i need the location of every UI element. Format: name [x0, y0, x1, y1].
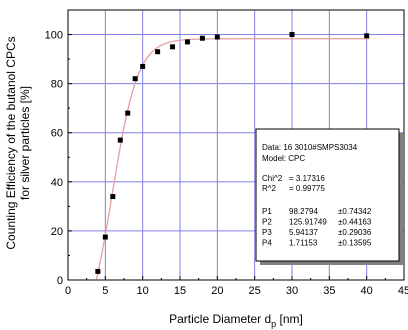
data-point [110, 194, 116, 200]
y-tick-label: 60 [51, 128, 63, 140]
info-model-line: Model: CPC [262, 154, 305, 163]
param-error: ±0.29036 [338, 228, 372, 237]
data-point [132, 76, 138, 82]
info-chi-label: Chi^2 [262, 174, 283, 183]
param-value: 98.2794 [289, 207, 318, 216]
data-point [289, 32, 295, 38]
y-tick-label: 40 [51, 177, 63, 189]
param-value: 125.91749 [289, 218, 327, 227]
fit-info-box: Data: 16 3010#SMPS3034 Model: CPC Chi^2 … [255, 128, 403, 265]
param-error: ±0.13595 [338, 239, 372, 248]
data-point [199, 35, 205, 41]
x-tick-label: 25 [249, 285, 261, 297]
data-point [184, 39, 190, 45]
info-parameter-table: P1 98.2794 ±0.74342 P2 125.91749 ±0.44163 P3 5.… [262, 207, 372, 248]
x-axis-label: Particle Diameter dp [nm] [169, 312, 303, 329]
param-error: ±0.74342 [338, 207, 372, 216]
data-point [364, 33, 370, 39]
y-tick-label: 0 [57, 275, 63, 287]
info-chi-value: = 3.17316 [289, 174, 325, 183]
data-point [155, 49, 161, 55]
param-error: ±0.44163 [338, 218, 372, 227]
x-axis-label-main: Particle Diameter d [169, 312, 271, 326]
x-tick-label: 10 [137, 285, 149, 297]
param-value: 1.71153 [289, 239, 318, 248]
y-tick-label: 20 [51, 226, 63, 238]
info-data-line: Data: 16 3010#SMPS3034 [262, 143, 358, 152]
y-axis-label-line2: for silver particles [%] [18, 86, 32, 200]
param-name: P2 [262, 218, 272, 227]
x-axis-label-unit: [nm] [276, 312, 303, 326]
data-point [170, 44, 176, 50]
data-point [140, 63, 146, 69]
param-value: 5.94137 [289, 228, 318, 237]
info-r-value: = 0.99775 [289, 184, 325, 193]
x-tick-label: 30 [286, 285, 298, 297]
info-r-label: R^2 [262, 184, 277, 193]
x-tick-label: 45 [398, 285, 408, 297]
x-tick-label: 35 [323, 285, 335, 297]
data-point [125, 110, 131, 116]
data-point [214, 34, 220, 40]
x-tick-label: 40 [361, 285, 373, 297]
data-points-layer [95, 32, 370, 274]
x-tick-label: 0 [65, 285, 71, 297]
y-tick-label: 100 [45, 30, 63, 42]
data-point [102, 234, 108, 240]
x-axis-label-subscript: p [271, 319, 276, 329]
param-name: P4 [262, 239, 272, 248]
data-point [117, 137, 123, 143]
x-tick-label: 20 [211, 285, 223, 297]
y-axis-label-line1: Counting Efficiency of the butanol CPCs [4, 36, 18, 249]
ticks-layer: 0 5 10 15 20 25 30 35 40 45 0 20 40 60 80 100 [45, 30, 408, 297]
param-name: P1 [262, 207, 272, 216]
param-name: P3 [262, 228, 272, 237]
x-tick-label: 5 [102, 285, 108, 297]
y-tick-label: 80 [51, 79, 63, 91]
info-box-frame [255, 128, 400, 262]
data-point [95, 268, 101, 274]
x-tick-label: 15 [174, 285, 186, 297]
